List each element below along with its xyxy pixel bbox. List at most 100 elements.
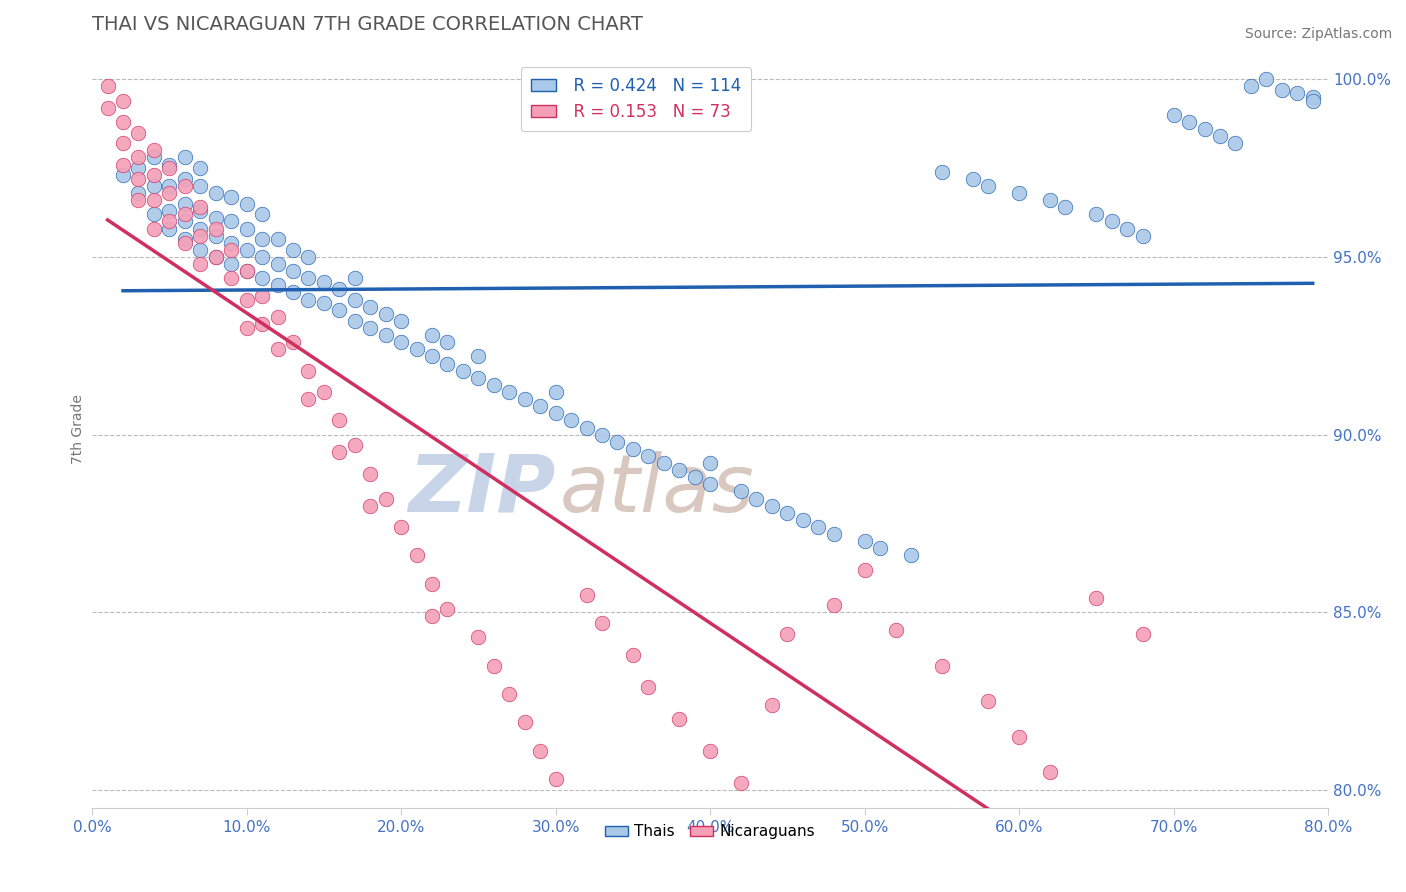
Point: [869, 541, 891, 556]
Point: [359, 321, 381, 335]
Point: [343, 438, 366, 452]
Point: [420, 608, 443, 623]
Point: [235, 293, 257, 307]
Point: [173, 171, 195, 186]
Point: [127, 161, 149, 175]
Point: [606, 434, 628, 449]
Point: [621, 442, 644, 456]
Point: [328, 303, 350, 318]
Point: [266, 232, 288, 246]
Point: [498, 687, 520, 701]
Point: [235, 196, 257, 211]
Point: [127, 171, 149, 186]
Point: [482, 658, 505, 673]
Point: [1271, 83, 1294, 97]
Point: [219, 257, 242, 271]
Point: [699, 744, 721, 758]
Point: [173, 178, 195, 193]
Point: [730, 776, 752, 790]
Point: [792, 513, 814, 527]
Point: [297, 392, 319, 406]
Point: [1286, 87, 1309, 101]
Text: THAI VS NICARAGUAN 7TH GRADE CORRELATION CHART: THAI VS NICARAGUAN 7TH GRADE CORRELATION…: [93, 15, 643, 34]
Point: [266, 310, 288, 325]
Point: [112, 136, 135, 151]
Point: [560, 413, 582, 427]
Text: ZIP: ZIP: [408, 450, 555, 529]
Point: [529, 399, 551, 413]
Point: [142, 168, 165, 182]
Point: [188, 257, 211, 271]
Point: [1085, 207, 1108, 221]
Point: [142, 193, 165, 207]
Point: [498, 384, 520, 399]
Point: [204, 228, 226, 243]
Point: [1163, 108, 1185, 122]
Point: [250, 271, 273, 285]
Point: [157, 161, 180, 175]
Point: [591, 427, 613, 442]
Point: [1240, 79, 1263, 94]
Point: [1302, 94, 1324, 108]
Point: [188, 203, 211, 218]
Point: [1039, 193, 1062, 207]
Point: [188, 200, 211, 214]
Point: [297, 271, 319, 285]
Point: [312, 296, 335, 310]
Point: [281, 264, 304, 278]
Point: [977, 694, 1000, 708]
Point: [436, 335, 458, 350]
Point: [683, 470, 706, 484]
Point: [405, 343, 427, 357]
Point: [544, 406, 567, 420]
Point: [420, 328, 443, 343]
Point: [127, 126, 149, 140]
Point: [761, 698, 783, 712]
Point: [1225, 136, 1247, 151]
Point: [575, 420, 598, 434]
Point: [219, 189, 242, 203]
Point: [127, 186, 149, 200]
Point: [297, 250, 319, 264]
Point: [637, 680, 659, 694]
Point: [776, 626, 799, 640]
Point: [544, 384, 567, 399]
Point: [575, 588, 598, 602]
Point: [127, 193, 149, 207]
Legend: Thais, Nicaraguans: Thais, Nicaraguans: [599, 818, 821, 846]
Point: [699, 477, 721, 491]
Point: [328, 413, 350, 427]
Point: [591, 615, 613, 630]
Point: [668, 463, 690, 477]
Point: [188, 221, 211, 235]
Point: [853, 563, 876, 577]
Point: [374, 307, 396, 321]
Point: [343, 314, 366, 328]
Point: [188, 228, 211, 243]
Point: [467, 630, 489, 644]
Point: [962, 171, 984, 186]
Point: [451, 364, 474, 378]
Point: [281, 335, 304, 350]
Point: [235, 321, 257, 335]
Point: [142, 221, 165, 235]
Point: [1008, 186, 1031, 200]
Point: [513, 392, 536, 406]
Point: [420, 577, 443, 591]
Point: [235, 221, 257, 235]
Point: [204, 211, 226, 225]
Point: [157, 157, 180, 171]
Point: [157, 178, 180, 193]
Point: [204, 250, 226, 264]
Point: [173, 207, 195, 221]
Point: [112, 115, 135, 129]
Point: [343, 293, 366, 307]
Point: [420, 350, 443, 364]
Point: [328, 282, 350, 296]
Point: [389, 314, 412, 328]
Point: [219, 243, 242, 257]
Point: [250, 232, 273, 246]
Point: [204, 221, 226, 235]
Point: [312, 275, 335, 289]
Point: [977, 178, 1000, 193]
